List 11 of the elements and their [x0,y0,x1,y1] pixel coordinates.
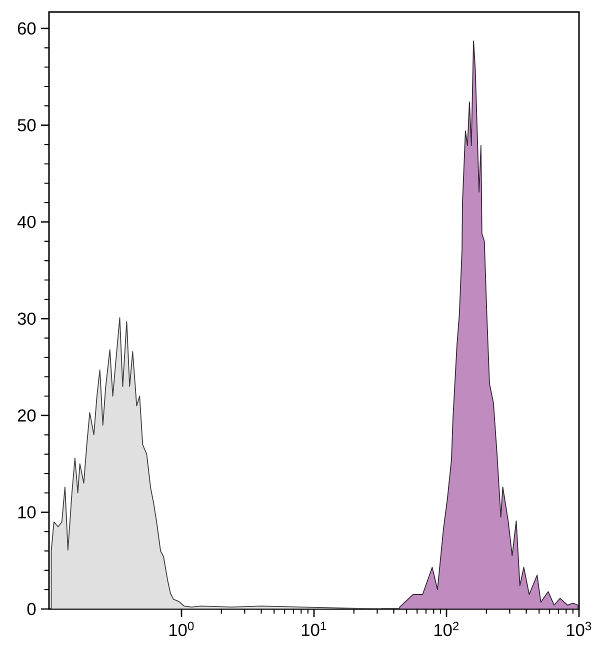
x-tick-label: 10$^{1}$ [302,622,326,636]
x-tick-label: 10$^{2}$ [434,622,459,636]
y-tick-label: 20 [18,409,36,422]
x-tick-label: 10$^{0}$ [169,622,194,636]
y-tick-label: 50 [18,119,36,132]
x-tick-label: 10$^{3}$ [566,622,592,636]
y-tick-label: 30 [18,312,36,325]
y-tick-label: 10 [18,506,36,518]
y-tick-label: 40 [17,216,36,228]
y-tick-label: 60 [18,22,36,35]
y-tick-label: 0 [27,602,36,616]
